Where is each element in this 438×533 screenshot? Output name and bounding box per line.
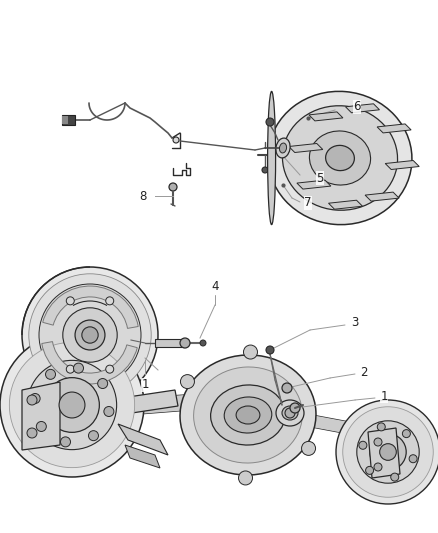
Ellipse shape [276, 138, 290, 158]
Circle shape [336, 400, 438, 504]
Ellipse shape [268, 91, 412, 224]
Ellipse shape [283, 106, 398, 210]
Polygon shape [108, 390, 178, 416]
Circle shape [106, 297, 114, 305]
Circle shape [200, 340, 206, 346]
Polygon shape [62, 115, 75, 125]
Text: 6: 6 [353, 101, 361, 114]
Circle shape [27, 395, 37, 405]
Polygon shape [285, 410, 365, 437]
Circle shape [60, 437, 71, 447]
Circle shape [98, 378, 108, 389]
Circle shape [403, 430, 410, 438]
Circle shape [169, 183, 177, 191]
Polygon shape [118, 424, 168, 455]
Circle shape [239, 471, 253, 485]
Circle shape [290, 403, 300, 413]
Polygon shape [328, 200, 363, 209]
Ellipse shape [268, 91, 276, 224]
Ellipse shape [276, 400, 304, 426]
Text: 7: 7 [304, 197, 312, 209]
Circle shape [45, 378, 99, 432]
Circle shape [282, 383, 292, 393]
Polygon shape [385, 160, 419, 169]
Circle shape [27, 360, 117, 450]
Polygon shape [22, 382, 60, 450]
Circle shape [0, 333, 144, 477]
Polygon shape [289, 143, 323, 152]
Circle shape [9, 342, 134, 467]
Circle shape [366, 466, 374, 474]
Wedge shape [43, 286, 138, 328]
Text: 1: 1 [380, 390, 388, 402]
Text: 5: 5 [316, 172, 324, 184]
Circle shape [75, 320, 105, 350]
Circle shape [59, 392, 85, 418]
Circle shape [88, 431, 99, 441]
Ellipse shape [282, 406, 298, 420]
Circle shape [74, 363, 84, 373]
Circle shape [262, 167, 268, 173]
Circle shape [36, 422, 46, 432]
Circle shape [104, 407, 114, 416]
Circle shape [359, 441, 367, 449]
Circle shape [244, 345, 258, 359]
Circle shape [374, 463, 382, 471]
Polygon shape [346, 104, 379, 113]
Ellipse shape [236, 406, 260, 424]
Circle shape [357, 421, 419, 483]
Circle shape [106, 365, 114, 373]
Circle shape [173, 137, 179, 143]
Polygon shape [62, 116, 68, 124]
Circle shape [343, 407, 433, 497]
Circle shape [29, 274, 151, 396]
Polygon shape [365, 192, 399, 201]
Polygon shape [309, 112, 343, 121]
Polygon shape [125, 445, 160, 468]
Wedge shape [42, 342, 137, 384]
Text: 2: 2 [360, 366, 368, 378]
Ellipse shape [309, 131, 371, 185]
Circle shape [391, 473, 399, 481]
Circle shape [22, 267, 158, 403]
Circle shape [66, 365, 74, 373]
Circle shape [46, 369, 56, 379]
Circle shape [266, 118, 274, 126]
Circle shape [27, 428, 37, 438]
Circle shape [380, 443, 396, 461]
Circle shape [285, 408, 295, 418]
Ellipse shape [325, 146, 354, 171]
Polygon shape [297, 180, 331, 189]
Circle shape [180, 375, 194, 389]
Ellipse shape [224, 397, 272, 433]
Text: 4: 4 [211, 280, 219, 294]
Circle shape [266, 346, 274, 354]
Circle shape [377, 423, 385, 431]
Text: 1: 1 [141, 378, 149, 392]
Ellipse shape [180, 355, 316, 475]
Circle shape [409, 455, 417, 463]
Ellipse shape [211, 385, 286, 445]
Circle shape [30, 393, 40, 403]
Ellipse shape [194, 367, 302, 463]
Polygon shape [368, 428, 400, 478]
Circle shape [63, 308, 117, 362]
Circle shape [39, 284, 141, 386]
Text: 3: 3 [351, 317, 359, 329]
Polygon shape [110, 393, 215, 416]
Circle shape [180, 338, 190, 348]
Circle shape [374, 438, 382, 446]
Circle shape [66, 297, 74, 305]
Circle shape [82, 327, 98, 343]
Circle shape [370, 434, 406, 470]
Polygon shape [377, 124, 411, 133]
Text: 8: 8 [139, 190, 147, 203]
Ellipse shape [279, 143, 286, 153]
Circle shape [301, 441, 315, 455]
Polygon shape [155, 339, 185, 347]
